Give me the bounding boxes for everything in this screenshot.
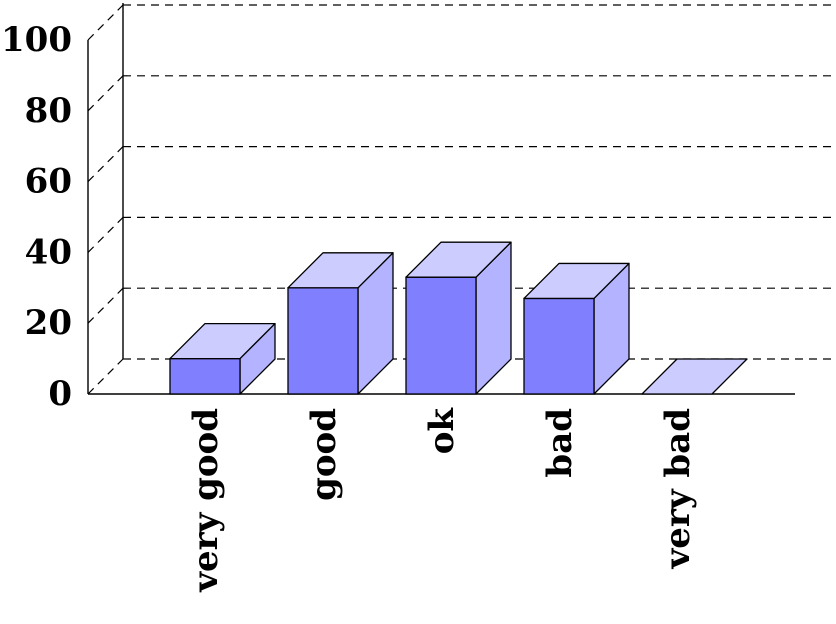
bar-front-face	[287, 287, 359, 395]
bar-top-face	[641, 358, 748, 395]
bar-front-face	[169, 357, 241, 395]
bar-ok	[405, 241, 512, 395]
grid-depth-line	[87, 216, 124, 253]
y-tick-label: 100	[1, 20, 72, 60]
x-tick-label: very good	[186, 408, 226, 593]
x-tick-label: ok	[422, 407, 462, 455]
x-tick-labels: very good good ok bad very bad	[186, 407, 698, 593]
y-tick-label: 60	[25, 162, 72, 202]
bar-top-face	[405, 241, 512, 278]
bar-bad	[523, 262, 630, 395]
y-tick-label: 80	[25, 91, 72, 131]
bars-layer	[169, 241, 748, 395]
y-tick-label: 40	[25, 232, 72, 272]
bar-top-face	[523, 262, 630, 300]
y-tick-label: 0	[48, 374, 72, 414]
y-tick-label: 20	[25, 303, 72, 343]
grid-depth-line	[87, 146, 124, 183]
x-tick-label: very bad	[658, 408, 698, 569]
grid-depth-line	[87, 358, 124, 395]
x-tick-label: bad	[540, 408, 580, 478]
grid-depth-line	[87, 75, 124, 112]
bar-front-face	[523, 297, 595, 395]
bar-top-face	[287, 252, 394, 289]
bar-top-face	[169, 322, 276, 360]
grid-depth-line	[87, 287, 124, 324]
bar-very-bad	[641, 358, 748, 395]
y-tick-labels: 0 20 40 60 80 100	[1, 20, 72, 414]
bar-good	[287, 252, 394, 395]
grid-depth-line	[87, 4, 124, 41]
bar-very-good	[169, 322, 276, 395]
bar-front-face	[405, 276, 477, 395]
x-tick-label: good	[304, 408, 344, 501]
